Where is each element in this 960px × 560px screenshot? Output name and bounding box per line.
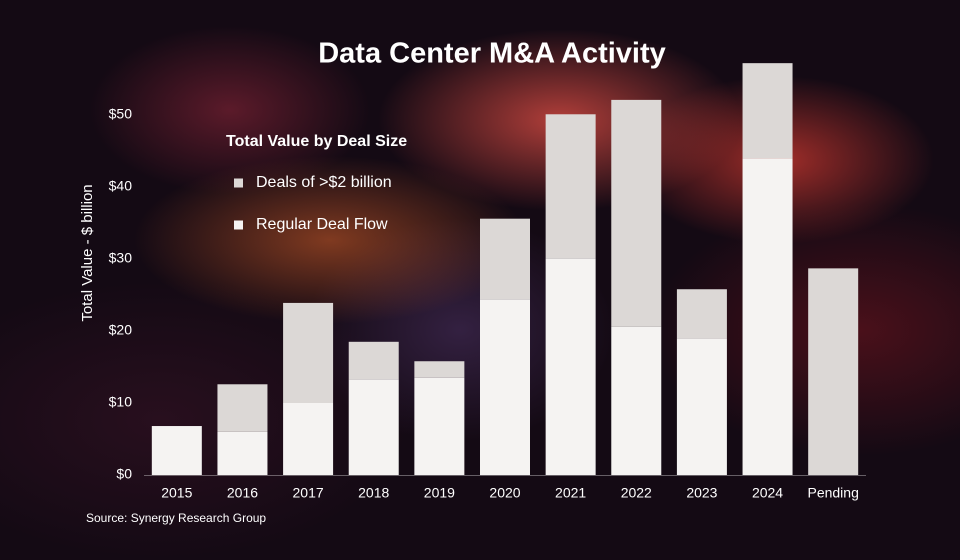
x-tick-label: 2016 xyxy=(227,485,258,501)
y-tick-label: $10 xyxy=(109,394,133,410)
x-tick-label: 2023 xyxy=(686,485,717,501)
bar-segment xyxy=(611,326,662,475)
legend-swatch xyxy=(234,178,243,188)
bar-segment xyxy=(414,377,465,475)
bar-segment xyxy=(151,426,202,475)
legend-swatch xyxy=(234,220,243,230)
legend-label: Deals of >$2 billion xyxy=(256,174,392,191)
bar-segment xyxy=(348,341,399,380)
bar-segment xyxy=(283,302,334,403)
y-axis-label: Total Value - $ billion xyxy=(79,184,96,321)
y-tick-label: $40 xyxy=(109,178,133,194)
x-tick-label: Pending xyxy=(807,485,858,501)
bar-segment xyxy=(808,268,859,475)
bar-segment xyxy=(742,158,793,475)
y-tick-label: $0 xyxy=(116,466,132,482)
bar-segment xyxy=(611,99,662,327)
x-tick-label: 2022 xyxy=(621,485,652,501)
bar-segment xyxy=(217,384,268,432)
x-tick-label: 2018 xyxy=(358,485,389,501)
x-tick-label: 2021 xyxy=(555,485,586,501)
bar-segment xyxy=(283,403,334,475)
bar-segment xyxy=(480,299,530,475)
chart-title: Data Center M&A Activity xyxy=(318,38,666,70)
y-tick-label: $50 xyxy=(109,106,133,122)
legend-label: Regular Deal Flow xyxy=(256,216,388,233)
x-tick-label: 2019 xyxy=(424,485,455,501)
source-note: Source: Synergy Research Group xyxy=(86,511,266,525)
bar-segment xyxy=(414,361,465,378)
bar-segment xyxy=(545,114,596,259)
bar-segment xyxy=(217,431,268,475)
y-tick-label: $20 xyxy=(109,322,133,338)
x-tick-label: 2024 xyxy=(752,485,783,501)
x-tick-label: 2015 xyxy=(161,485,192,501)
bar-segment xyxy=(480,218,530,300)
x-tick-label: 2017 xyxy=(293,485,324,501)
bar-segment xyxy=(348,379,399,475)
bar-segment xyxy=(742,63,793,159)
bar-segment xyxy=(676,289,727,339)
bar-segment xyxy=(676,338,727,475)
x-tick-label: 2020 xyxy=(489,485,520,501)
y-tick-label: $30 xyxy=(109,250,133,266)
legend-title: Total Value by Deal Size xyxy=(226,133,407,150)
bar-segment xyxy=(545,258,596,475)
